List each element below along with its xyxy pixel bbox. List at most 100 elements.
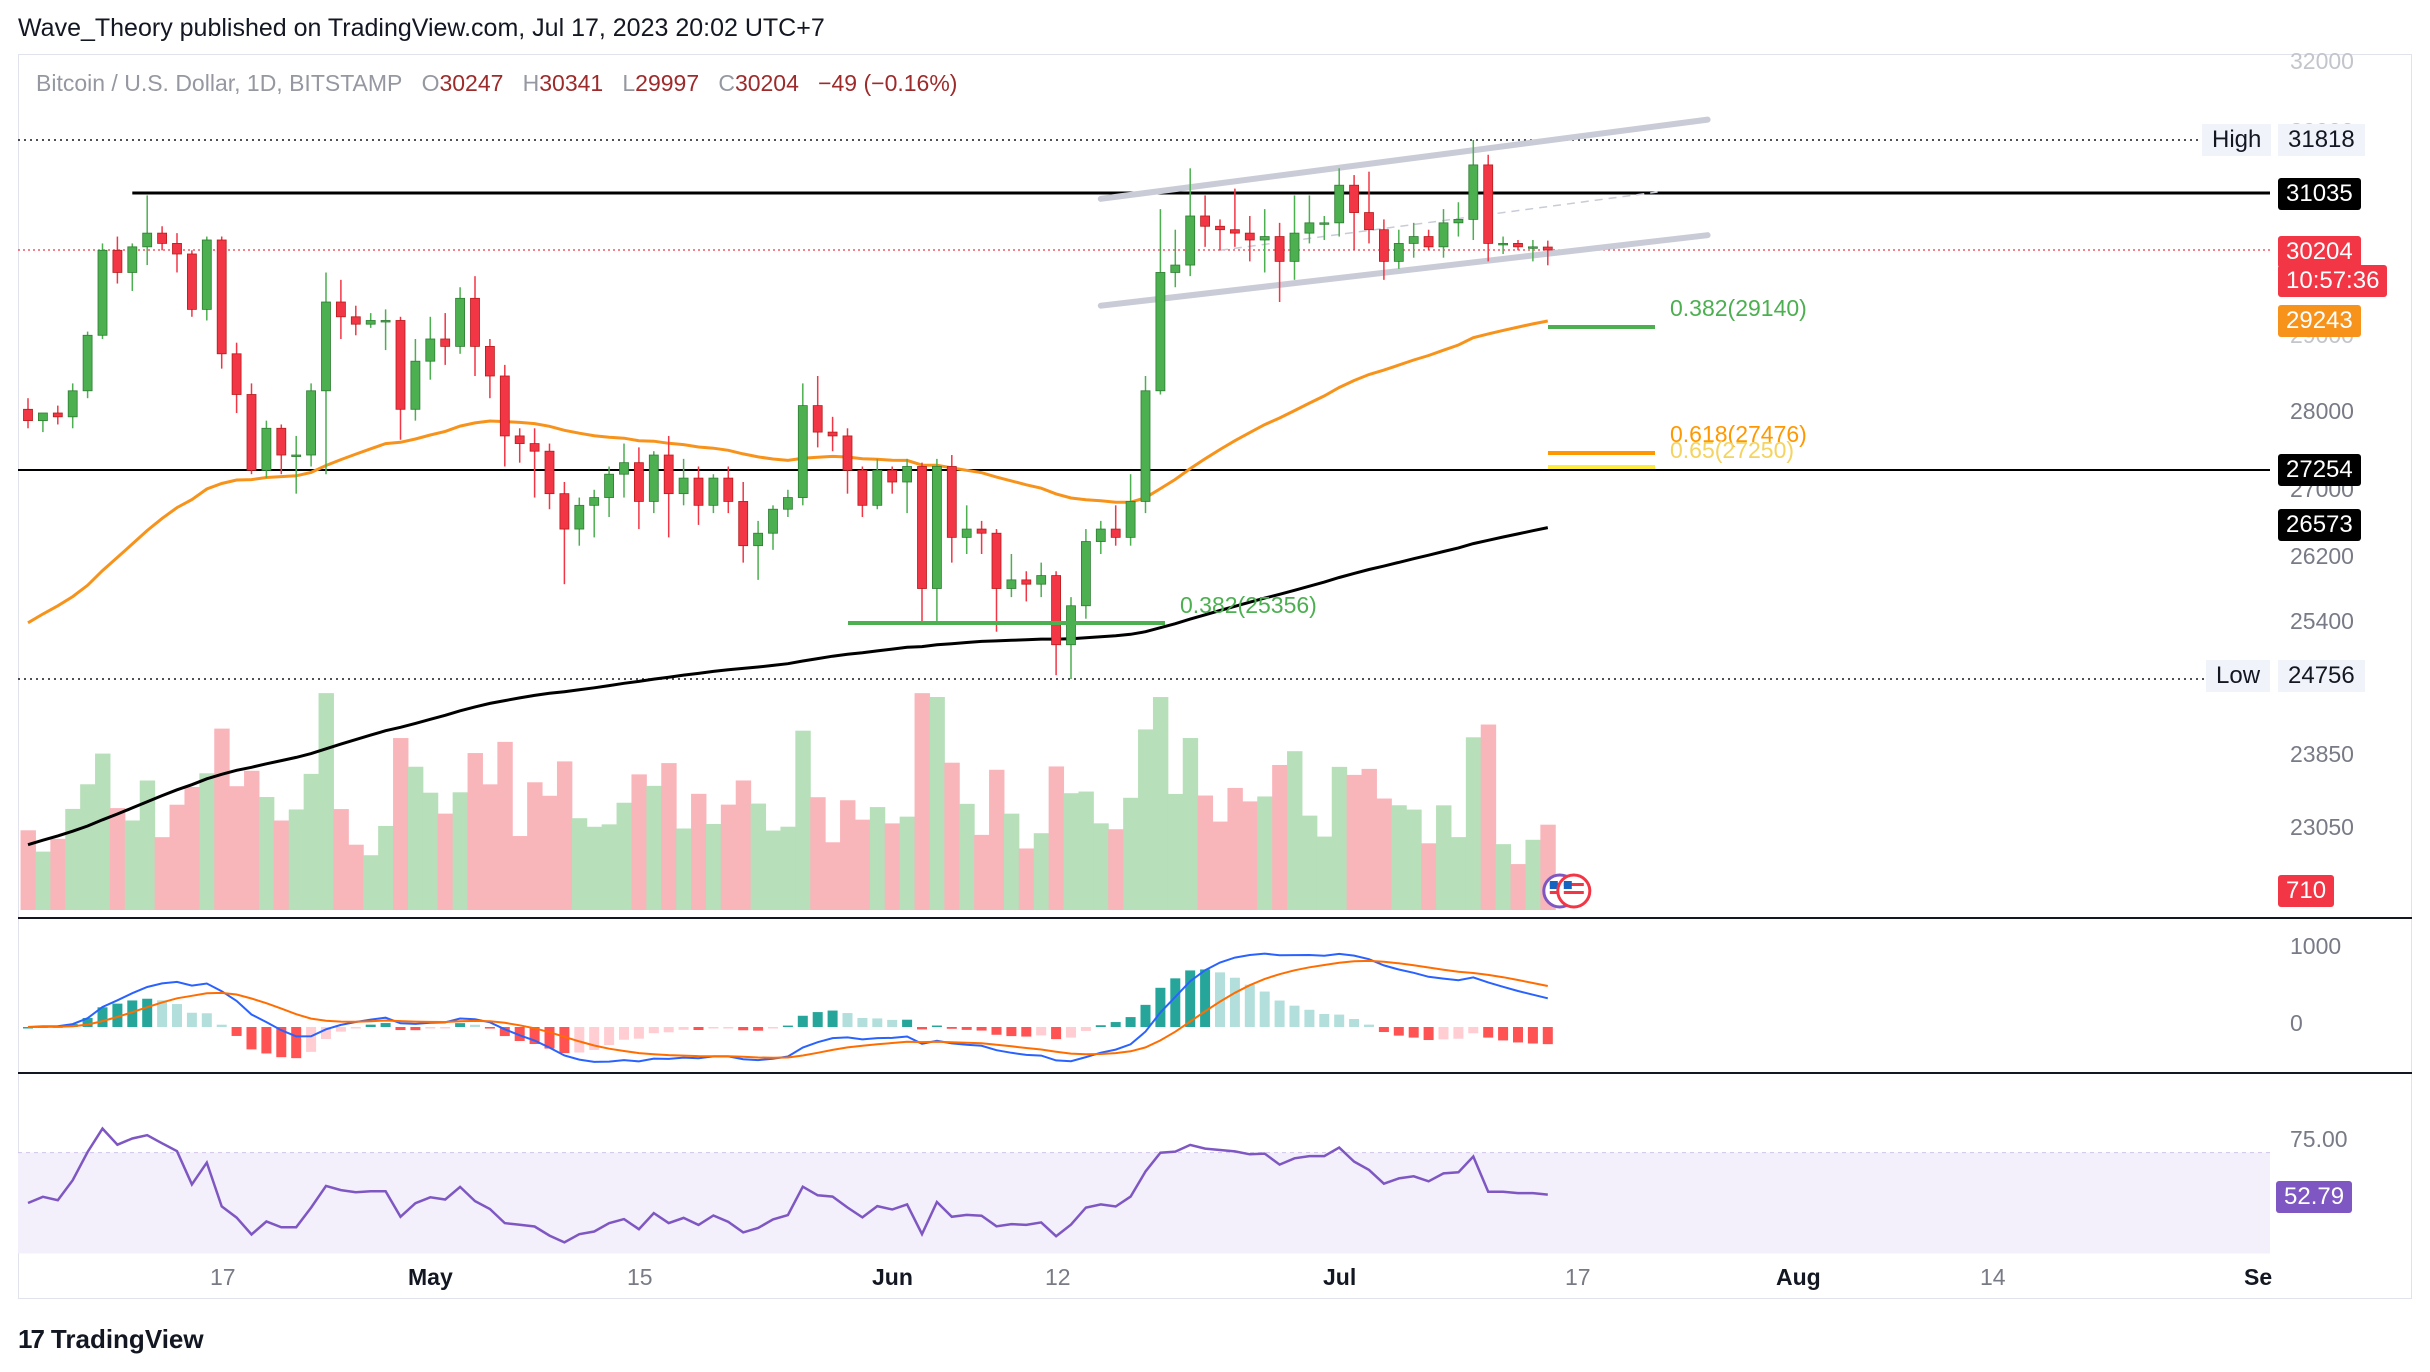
macd-histogram-bar — [1498, 1027, 1509, 1041]
candle — [887, 466, 898, 494]
candle-body — [1379, 229, 1389, 262]
flag-canton — [1549, 881, 1558, 889]
macd-histogram-bar — [782, 1025, 793, 1028]
time-tick: Jun — [872, 1264, 913, 1290]
candle — [1393, 229, 1404, 269]
volume-bar — [1257, 796, 1273, 910]
candle — [440, 313, 451, 365]
candle-body — [395, 320, 406, 410]
candle — [917, 462, 927, 623]
price-tick: 23850 — [2290, 741, 2354, 767]
candle-body — [693, 477, 704, 506]
candle — [67, 383, 78, 429]
candle-body — [1274, 236, 1285, 262]
rsi-tick: 75.00 — [2290, 1126, 2348, 1152]
time-tick: 17 — [210, 1264, 236, 1290]
legend-open-value: 30247 — [439, 70, 504, 96]
candle-body — [1215, 225, 1225, 231]
macd-histogram-bar — [186, 1012, 197, 1027]
volume-bar — [482, 784, 498, 910]
macd-histogram-bar — [663, 1027, 674, 1033]
flag-stripe — [1563, 891, 1584, 894]
rsi-band — [18, 1152, 2270, 1254]
macd-histogram-bar — [127, 1000, 138, 1027]
macd-histogram-bar — [1468, 1027, 1479, 1034]
macd-histogram-bar — [648, 1027, 659, 1034]
candle-body — [97, 249, 108, 336]
macd-histogram-bar — [380, 1023, 391, 1027]
volume-bar — [542, 795, 558, 910]
chart-frame[interactable] — [18, 54, 2412, 1299]
macd-histogram-bar — [842, 1013, 853, 1027]
candle — [678, 458, 689, 506]
fib-65-label: 0.65(27250) — [1670, 437, 1795, 463]
candle — [1513, 239, 1523, 251]
candle-body — [186, 253, 197, 310]
macd-histogram-bar — [470, 1024, 480, 1027]
volume-bar — [65, 808, 81, 910]
macd-histogram-bar — [440, 1027, 451, 1029]
candle-body — [470, 297, 480, 347]
candle — [1200, 195, 1210, 247]
legend-low-value: 29997 — [635, 70, 700, 96]
macd-histogram-bar — [1319, 1014, 1330, 1027]
macd-histogram-bar — [499, 1027, 510, 1037]
macd-histogram-bar — [902, 1019, 913, 1027]
candle — [291, 435, 302, 494]
volume-bar — [1093, 823, 1109, 910]
candle — [127, 243, 138, 291]
volume-bar — [1152, 697, 1169, 910]
candle — [559, 481, 570, 585]
candle-body — [291, 454, 302, 457]
macd-histogram-bar — [723, 1027, 734, 1029]
candle — [1006, 554, 1017, 598]
macd-histogram-bar — [1349, 1019, 1360, 1027]
volume-bar — [854, 819, 871, 910]
candle-body — [619, 462, 629, 475]
flag-stripe — [1563, 883, 1584, 886]
volume-bar — [199, 773, 215, 910]
macd-histogram-bar — [931, 1025, 942, 1028]
macd-histogram-bar — [574, 1027, 585, 1053]
volume-bar — [139, 780, 156, 910]
rsi-line — [27, 1126, 1548, 1244]
candle — [157, 226, 168, 251]
volume-bar — [527, 782, 543, 910]
volume-bar — [1078, 791, 1094, 910]
volume-bar — [512, 836, 528, 910]
macd-histogram-bar — [276, 1027, 287, 1058]
resistance-badge: 31035 — [2278, 178, 2361, 210]
candle-body — [410, 360, 421, 410]
candle-body — [961, 528, 972, 538]
tradingview-logo[interactable]: 17 TradingView — [18, 1324, 204, 1355]
macd-histogram-bar — [1036, 1027, 1047, 1036]
candle-body — [52, 412, 63, 418]
candle-body — [335, 301, 346, 318]
candle-body — [1364, 212, 1374, 231]
candle-body — [67, 390, 78, 418]
candle — [827, 416, 838, 452]
volume-bar — [1167, 793, 1184, 910]
event-icons[interactable] — [1542, 873, 1592, 909]
candle-body — [842, 435, 853, 471]
candle-body — [216, 239, 227, 355]
candle-body — [1185, 215, 1196, 266]
candle — [1125, 474, 1136, 546]
volume-bar — [1495, 844, 1512, 910]
volume-bar — [333, 809, 349, 910]
candle — [1170, 229, 1181, 288]
candle — [82, 331, 93, 399]
volume-bar — [959, 803, 975, 910]
candle — [663, 435, 674, 538]
countdown-badge: 10:57:36 — [2278, 265, 2388, 297]
legend-close-label: C — [718, 70, 735, 96]
candle-body — [1110, 528, 1121, 538]
candle — [1364, 171, 1374, 244]
volume-bar — [363, 855, 379, 910]
candle — [172, 233, 182, 273]
macd-histogram-bar — [1200, 969, 1211, 1027]
macd-histogram-bar — [1110, 1022, 1121, 1027]
candle-body — [634, 462, 644, 502]
candle-body — [663, 454, 674, 495]
